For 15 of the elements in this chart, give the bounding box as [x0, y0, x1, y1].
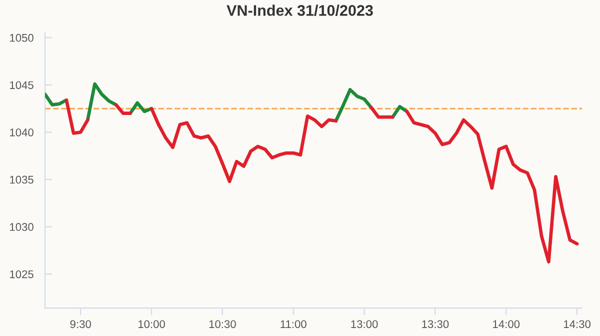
x-tick-label: 13:00: [351, 320, 378, 328]
x-tick-label: 14:00: [493, 320, 520, 328]
y-tick-label: 1035: [10, 176, 34, 184]
x-tick-label: 10:30: [209, 320, 236, 328]
y-tick-label: 1025: [10, 270, 34, 278]
y-tick-label: 1030: [10, 223, 34, 231]
x-tick-label: 13:30: [422, 320, 449, 328]
x-tick-label: 9:30: [70, 320, 91, 328]
y-tick-label: 1050: [10, 34, 34, 42]
y-tick-label: 1040: [10, 128, 34, 136]
chart-title: VN-Index 31/10/2023: [226, 4, 373, 16]
y-tick-label: 1045: [10, 81, 34, 90]
x-tick-label: 11:00: [280, 320, 306, 328]
x-tick-label: 10:00: [138, 320, 165, 328]
x-tick-label: 14:30: [564, 320, 591, 328]
